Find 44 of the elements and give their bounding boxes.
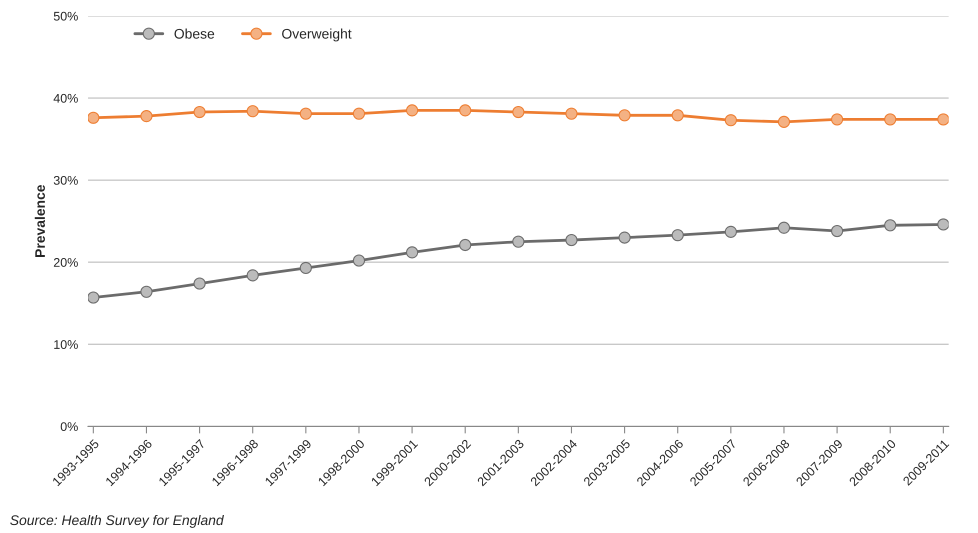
y-tick-label: 10% bbox=[54, 340, 78, 349]
y-tick-label: 30% bbox=[54, 176, 78, 185]
point bbox=[937, 113, 949, 126]
y-tick-label: 40% bbox=[54, 94, 78, 103]
point bbox=[300, 108, 312, 120]
point bbox=[724, 226, 737, 238]
point bbox=[565, 234, 578, 246]
point bbox=[194, 106, 206, 118]
legend-label: Overweight bbox=[282, 28, 352, 42]
point bbox=[512, 106, 524, 118]
point bbox=[778, 222, 790, 234]
point bbox=[618, 109, 631, 122]
point bbox=[724, 114, 737, 126]
source-note: Source: Health Survey for England bbox=[10, 514, 224, 528]
point bbox=[406, 104, 418, 116]
point bbox=[194, 278, 206, 290]
point bbox=[672, 229, 684, 242]
legend-label: Obese bbox=[174, 28, 214, 39]
y-tick-label: 0% bbox=[60, 422, 78, 432]
y-tick-label: 50% bbox=[54, 12, 78, 21]
point bbox=[618, 232, 631, 244]
point bbox=[406, 246, 418, 258]
point bbox=[140, 110, 153, 122]
point bbox=[512, 236, 524, 248]
point bbox=[300, 262, 312, 274]
y-tick-label: 20% bbox=[54, 258, 78, 267]
y-axis-title: Prevalence bbox=[34, 184, 45, 257]
point bbox=[672, 109, 684, 122]
point bbox=[937, 218, 949, 231]
point bbox=[88, 112, 100, 124]
point bbox=[352, 254, 366, 267]
point bbox=[884, 219, 896, 232]
point bbox=[778, 116, 790, 128]
point bbox=[246, 105, 259, 118]
point bbox=[352, 108, 366, 120]
point bbox=[459, 104, 472, 116]
point bbox=[565, 108, 578, 120]
point bbox=[884, 113, 896, 126]
point bbox=[831, 113, 844, 126]
point bbox=[831, 224, 844, 238]
point bbox=[246, 269, 259, 282]
point bbox=[459, 238, 472, 252]
point bbox=[88, 291, 100, 304]
point bbox=[140, 286, 153, 298]
